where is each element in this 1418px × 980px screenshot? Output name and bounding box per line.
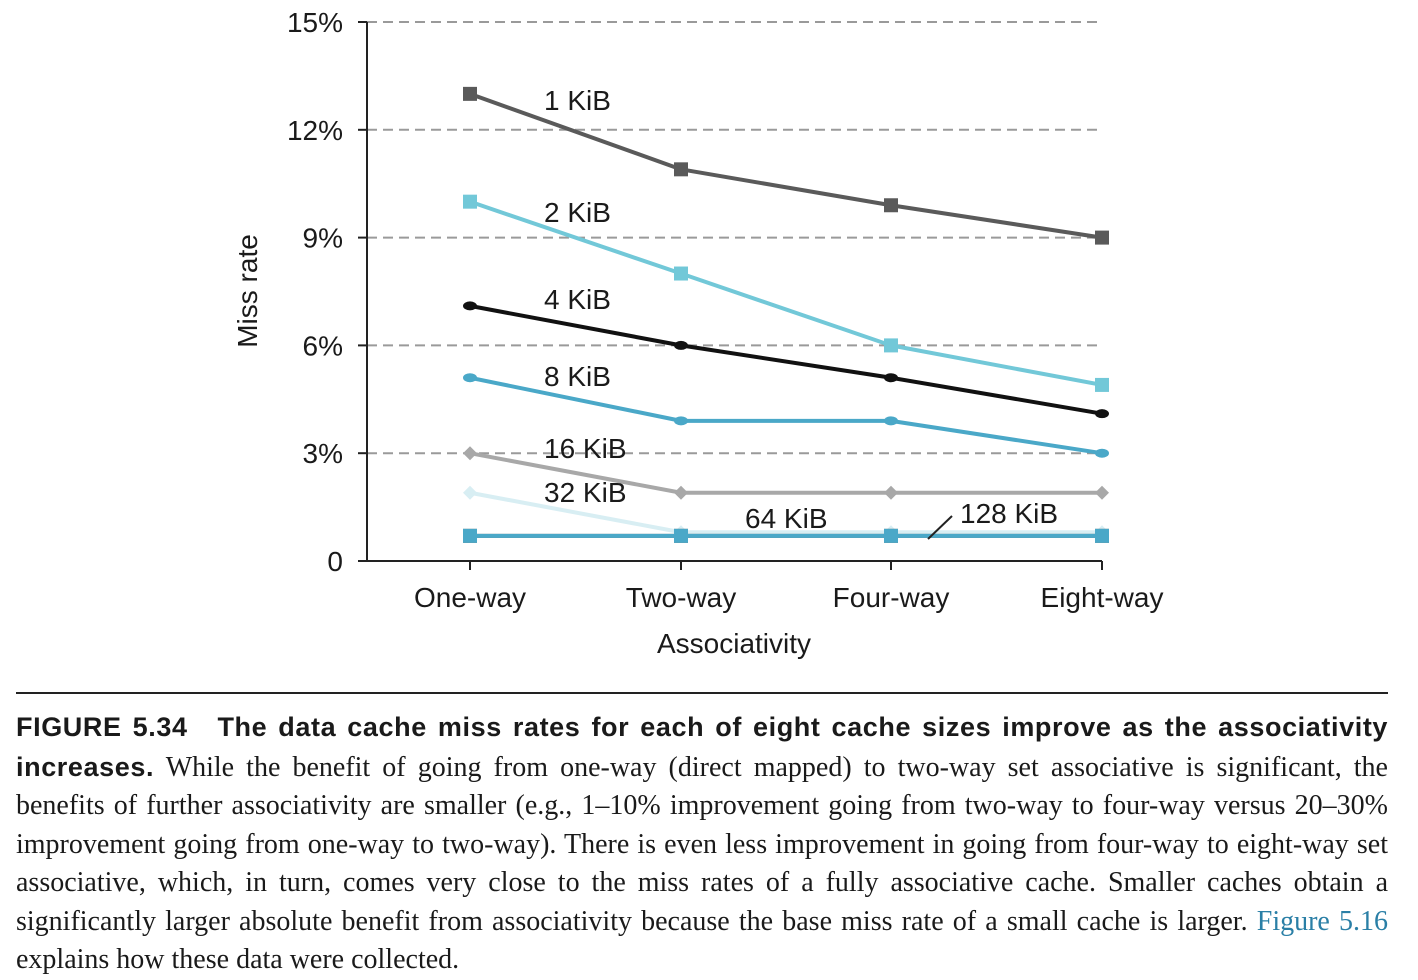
data-point [463,86,477,101]
series-label: 2 KiB [544,197,611,228]
data-point [463,194,477,209]
data-point [463,446,477,461]
series-group [463,86,1109,543]
data-point [1095,528,1109,543]
data-point [674,266,688,281]
data-point [463,528,477,543]
series-label: 8 KiB [544,361,611,392]
series-line [469,375,1103,456]
data-point [884,528,898,543]
data-point [674,485,688,500]
data-point [674,416,688,426]
series-label: 4 KiB [544,284,611,315]
series-line [469,199,1103,387]
figure-label: FIGURE 5.34 [16,712,188,742]
y-tick-label: 6% [303,330,343,361]
data-point [1095,230,1109,245]
y-tick-label: 15% [287,7,343,38]
data-point [463,485,477,500]
data-point [1095,409,1109,419]
data-point [674,340,688,350]
label-leader-line [927,515,953,540]
series-label: 64 KiB [745,503,828,534]
data-point [884,338,898,353]
data-point [674,162,688,177]
y-axis-title: Miss rate [232,234,263,348]
series-line [469,91,1103,240]
x-tick-label: One-way [414,582,526,613]
data-point [463,373,477,383]
data-point [884,198,898,213]
data-point [884,485,898,500]
data-point [884,416,898,426]
series-line [469,303,1103,416]
series-labels: 1 KiB 2 KiB 4 KiB 8 KiB 16 KiB 32 KiB 64 KiB 12… [544,85,1058,540]
x-tick-label: Four-way [833,582,950,613]
y-tick-label: 9% [303,223,343,254]
data-point [674,528,688,543]
series-label: 32 KiB [544,477,627,508]
series-line [469,490,1102,535]
y-tick-label: 3% [303,438,343,469]
series-label: 1 KiB [544,85,611,116]
figure-title: The data cache miss rates for each of ei… [16,712,1389,782]
caption-body-end: explains how these data were collected. [16,944,460,975]
gridlines [367,21,1102,455]
series-label: 128 KiB [960,498,1058,529]
data-point [1095,377,1109,392]
x-tick-label: Eight-way [1041,582,1164,613]
data-point [884,373,898,383]
miss-rate-line-chart: 0 3% 6% 9% 12% 15% One-way Two-way Four-way Eight… [232,7,1164,659]
data-point [1095,485,1109,500]
x-axis-title: Associativity [657,628,811,659]
x-tick-label: Two-way [626,582,736,613]
figure-caption: FIGURE 5.34 The data cache miss rates fo… [16,692,1388,980]
series-line [469,451,1102,495]
data-point [1095,448,1109,458]
caption-body: While the benefit of going from one-way … [16,751,1388,937]
series-label: 16 KiB [544,433,627,464]
y-tick-label: 12% [287,115,343,146]
data-point [463,301,477,311]
axes: 0 3% 6% 9% 12% 15% One-way Two-way Four-way Eight… [287,7,1164,613]
y-tick-label: 0 [327,546,343,577]
figure-reference-link[interactable]: Figure 5.16 [1256,905,1389,937]
